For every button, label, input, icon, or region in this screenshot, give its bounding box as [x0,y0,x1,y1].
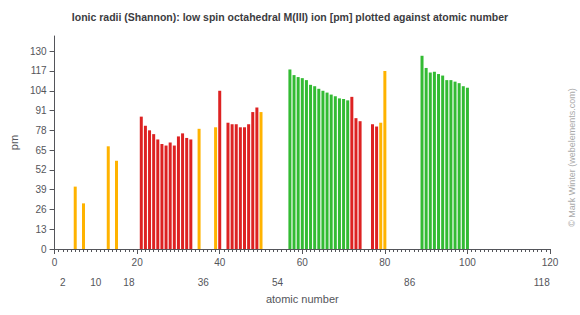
svg-text:0: 0 [52,257,58,268]
svg-text:130: 130 [30,46,47,57]
svg-text:0: 0 [41,244,47,255]
svg-text:120: 120 [542,257,559,268]
svg-text:91: 91 [35,105,47,116]
svg-text:10: 10 [90,277,102,288]
svg-text:117: 117 [31,65,47,76]
svg-text:26: 26 [35,204,47,215]
svg-text:60: 60 [297,257,309,268]
svg-text:54: 54 [272,277,284,288]
svg-text:18: 18 [123,277,135,288]
svg-text:80: 80 [379,257,391,268]
svg-text:13: 13 [35,224,47,235]
svg-text:86: 86 [404,277,416,288]
svg-text:2: 2 [60,277,66,288]
svg-text:atomic number: atomic number [266,293,339,305]
svg-text:39: 39 [35,184,47,195]
svg-text:104: 104 [30,85,47,96]
svg-text:Ionic radii (Shannon): low spi: Ionic radii (Shannon): low spin octahedr… [72,11,508,23]
svg-text:100: 100 [459,257,476,268]
svg-text:40: 40 [214,257,226,268]
svg-text:20: 20 [132,257,144,268]
svg-text:36: 36 [198,277,210,288]
svg-text:65: 65 [35,145,47,156]
svg-text:118: 118 [534,277,550,288]
svg-text:78: 78 [35,125,47,136]
svg-text:52: 52 [35,164,47,175]
svg-text:pm: pm [8,135,20,150]
svg-text:© Mark Winter (webelements.com: © Mark Winter (webelements.com) [567,88,577,227]
